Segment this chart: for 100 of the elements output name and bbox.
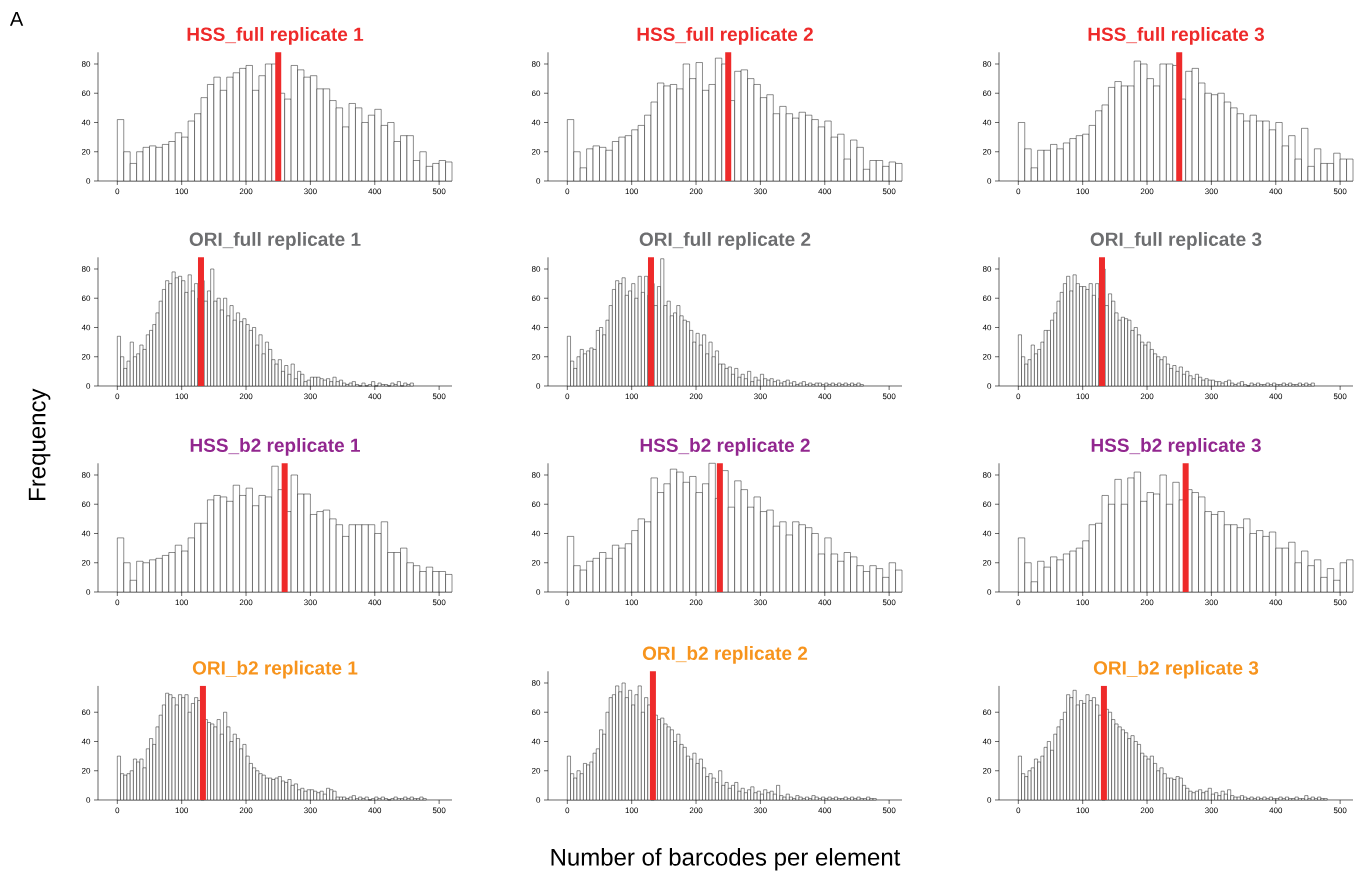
x-tick-label: 400 — [368, 188, 382, 195]
x-tick-label: 100 — [175, 807, 189, 814]
x-tick-label: 400 — [818, 599, 832, 606]
x-tick-label: 100 — [625, 393, 639, 400]
y-tick-label: 40 — [81, 119, 91, 126]
chart-title: ORI_b2 replicate 3 — [1093, 660, 1259, 679]
y-tick-label: 80 — [531, 266, 541, 272]
y-tick-label: 40 — [81, 324, 91, 331]
x-tick-label: 200 — [689, 188, 703, 195]
y-tick-label: 0 — [536, 797, 541, 803]
x-tick-label: 500 — [882, 393, 896, 400]
x-tick-label: 400 — [1269, 599, 1283, 606]
x-tick-label: 500 — [432, 807, 446, 814]
y-tick-label: 20 — [531, 353, 541, 360]
x-tick-label: 400 — [368, 599, 382, 606]
y-tick-label: 80 — [531, 472, 541, 478]
y-tick-label: 20 — [982, 148, 992, 155]
x-tick-label: 0 — [565, 393, 570, 400]
x-tick-label: 300 — [1205, 393, 1218, 400]
x-tick-label: 200 — [1140, 188, 1154, 195]
y-tick-label: 0 — [86, 797, 91, 803]
y-tick-label: 80 — [982, 61, 992, 67]
y-tick-label: 40 — [531, 119, 541, 126]
x-tick-label: 500 — [1333, 188, 1347, 195]
y-axis-title: Frequency — [28, 388, 51, 500]
chart-title: HSS_b2 replicate 1 — [190, 438, 360, 456]
x-tick-label: 100 — [1076, 393, 1090, 400]
x-tick-label: 400 — [818, 188, 832, 195]
y-tick-label: 60 — [531, 295, 541, 302]
x-tick-label: 500 — [882, 807, 896, 814]
x-tick-label: 300 — [304, 393, 317, 400]
x-tick-label: 400 — [1269, 188, 1283, 195]
x-tick-label: 300 — [1205, 807, 1218, 814]
x-tick-label: 300 — [304, 188, 317, 195]
y-tick-label: 60 — [982, 709, 992, 716]
x-tick-label: 400 — [1269, 807, 1283, 814]
x-tick-label: 500 — [1333, 393, 1347, 400]
x-tick-label: 200 — [239, 807, 253, 814]
x-tick-label: 300 — [754, 807, 767, 814]
x-tick-label: 100 — [175, 599, 189, 606]
x-tick-label: 100 — [1076, 807, 1090, 814]
x-tick-label: 300 — [304, 599, 317, 606]
x-tick-label: 200 — [239, 599, 253, 606]
chart-title: HSS_full replicate 3 — [1088, 27, 1264, 45]
y-tick-label: 60 — [531, 501, 541, 508]
y-tick-label: 40 — [531, 738, 541, 745]
y-tick-label: 80 — [531, 61, 541, 67]
y-tick-label: 20 — [81, 353, 91, 360]
chart-title: HSS_b2 replicate 3 — [1091, 438, 1261, 456]
x-tick-label: 200 — [1140, 807, 1154, 814]
x-tick-label: 300 — [1205, 599, 1218, 606]
x-tick-label: 0 — [1016, 599, 1021, 606]
y-tick-label: 60 — [982, 90, 992, 97]
y-tick-label: 80 — [81, 61, 91, 67]
y-tick-label: 60 — [531, 90, 541, 97]
y-tick-label: 80 — [81, 472, 91, 478]
x-tick-label: 0 — [1016, 393, 1021, 400]
y-tick-label: 40 — [531, 530, 541, 537]
x-tick-label: 200 — [239, 393, 253, 400]
y-tick-label: 0 — [987, 589, 992, 595]
x-tick-label: 0 — [565, 599, 570, 606]
x-tick-label: 0 — [1016, 188, 1021, 195]
y-tick-label: 60 — [982, 501, 992, 508]
x-tick-label: 300 — [754, 188, 767, 195]
y-tick-label: 80 — [982, 472, 992, 478]
y-tick-label: 20 — [531, 767, 541, 774]
x-tick-label: 100 — [625, 807, 639, 814]
x-tick-label: 500 — [1333, 599, 1347, 606]
x-tick-label: 100 — [625, 599, 639, 606]
y-tick-label: 80 — [531, 680, 541, 686]
x-tick-label: 400 — [818, 807, 832, 814]
y-tick-label: 60 — [531, 709, 541, 716]
y-tick-label: 0 — [987, 797, 992, 803]
x-tick-label: 300 — [754, 393, 767, 400]
y-tick-label: 20 — [531, 148, 541, 155]
x-tick-label: 0 — [565, 188, 570, 195]
y-tick-label: 40 — [982, 530, 992, 537]
x-tick-label: 0 — [115, 807, 120, 814]
y-tick-label: 80 — [81, 266, 91, 272]
x-tick-label: 0 — [115, 188, 120, 195]
y-tick-label: 0 — [987, 383, 992, 389]
x-tick-label: 200 — [689, 807, 703, 814]
x-tick-label: 500 — [882, 599, 896, 606]
y-tick-label: 40 — [982, 738, 992, 745]
y-tick-label: 40 — [81, 738, 91, 745]
chart-title: HSS_full replicate 1 — [187, 27, 364, 45]
y-tick-label: 60 — [81, 295, 91, 302]
y-tick-label: 60 — [81, 709, 91, 716]
x-tick-label: 100 — [175, 393, 189, 400]
y-tick-label: 0 — [86, 383, 91, 389]
y-tick-label: 20 — [982, 353, 992, 360]
y-tick-label: 20 — [81, 148, 91, 155]
x-tick-label: 500 — [432, 188, 446, 195]
y-tick-label: 20 — [982, 559, 992, 566]
y-tick-label: 20 — [81, 767, 91, 774]
x-tick-label: 0 — [1016, 807, 1021, 814]
x-tick-label: 200 — [239, 188, 253, 195]
y-tick-label: 40 — [982, 119, 992, 126]
chart-title: ORI_full replicate 1 — [189, 232, 361, 250]
text: A — [9, 11, 24, 26]
